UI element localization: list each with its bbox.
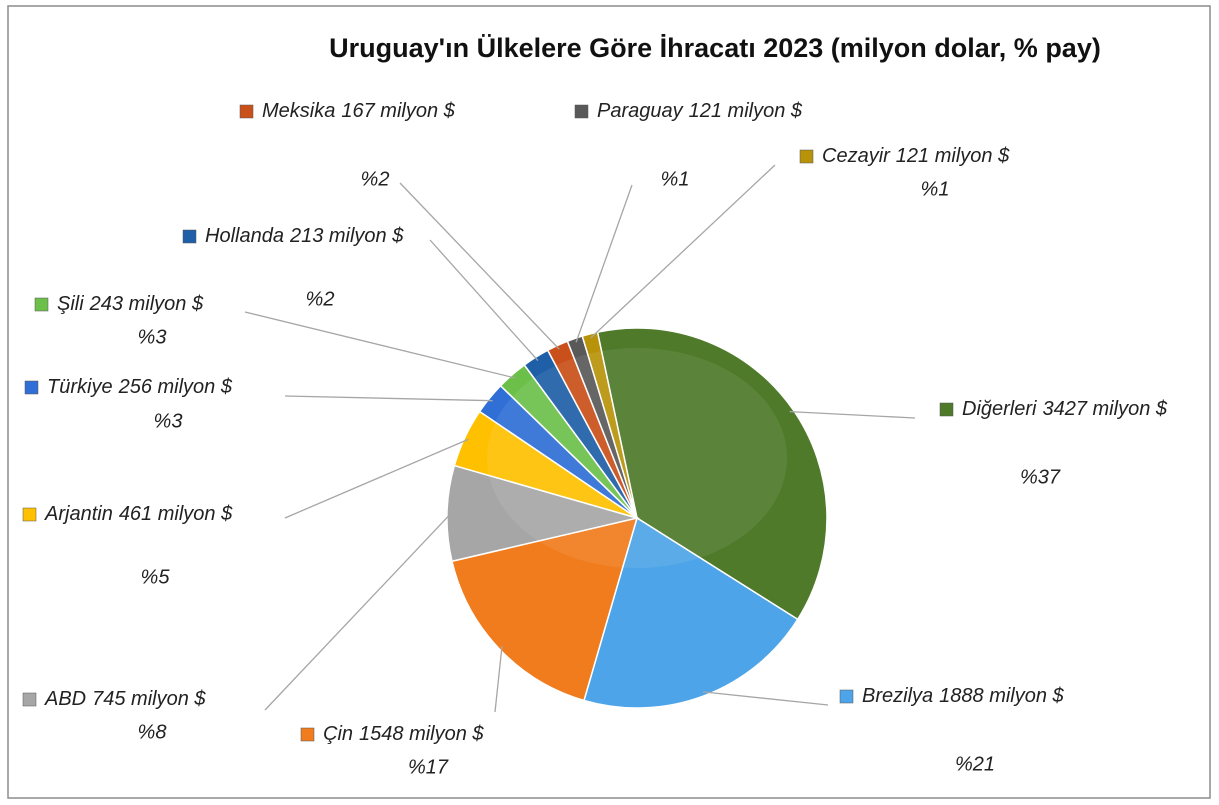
label-value: 1548 milyon $ bbox=[359, 723, 484, 745]
label-category: ABD bbox=[44, 688, 86, 710]
label-category: Türkiye bbox=[47, 376, 113, 398]
legend-key bbox=[22, 692, 37, 707]
label-value: 461 milyon $ bbox=[119, 503, 233, 525]
leader-line bbox=[575, 184, 633, 343]
leader-line bbox=[284, 395, 493, 402]
label-share: %21 bbox=[955, 753, 995, 775]
label-category: Diğerleri bbox=[962, 398, 1037, 420]
pie-gloss bbox=[487, 348, 787, 568]
data-label: Meksika 167 milyon $ bbox=[262, 100, 456, 122]
data-label: Paraguay 121 milyon $ bbox=[597, 100, 803, 122]
label-category: Paraguay bbox=[597, 100, 684, 122]
label-share: %17 bbox=[408, 756, 449, 778]
pie-slice bbox=[446, 464, 640, 563]
label-value: 1888 milyon $ bbox=[939, 685, 1064, 707]
label-category: Hollanda bbox=[205, 225, 284, 247]
legend-key bbox=[239, 104, 254, 119]
leader-line bbox=[702, 691, 829, 706]
leader-line bbox=[590, 164, 776, 339]
label-share: %3 bbox=[138, 326, 167, 348]
leader-line bbox=[494, 645, 503, 713]
label-value: 213 milyon $ bbox=[289, 225, 404, 247]
legend-key bbox=[574, 104, 589, 119]
data-label: Türkiye 256 milyon $ bbox=[47, 376, 233, 398]
legend-key bbox=[22, 507, 37, 522]
leader-line bbox=[399, 182, 560, 350]
data-label: Brezilya 1888 milyon $ bbox=[862, 685, 1065, 707]
label-category: Meksika bbox=[262, 100, 335, 122]
pie-slice bbox=[583, 516, 799, 709]
label-value: 745 milyon $ bbox=[92, 688, 206, 710]
data-label: ABD 745 milyon $ bbox=[44, 688, 206, 710]
label-share: %8 bbox=[138, 721, 167, 743]
legend-key bbox=[839, 689, 854, 704]
label-share: %2 bbox=[306, 288, 335, 310]
label-share: %3 bbox=[154, 410, 183, 432]
legend-key bbox=[182, 229, 197, 244]
label-category: Brezilya bbox=[862, 685, 933, 707]
label-value: 256 milyon $ bbox=[118, 376, 233, 398]
data-label: Arjantin 461 milyon $ bbox=[44, 503, 233, 525]
label-category: Şili bbox=[57, 293, 84, 315]
data-label: Hollanda 213 milyon $ bbox=[205, 225, 404, 247]
legend-key bbox=[24, 380, 39, 395]
data-label: Diğerleri 3427 milyon $ bbox=[962, 398, 1168, 420]
label-share: %5 bbox=[141, 566, 171, 588]
label-value: 3427 milyon $ bbox=[1042, 398, 1167, 420]
pie-slice bbox=[596, 327, 828, 621]
legend-key bbox=[939, 402, 954, 417]
legend-key bbox=[799, 149, 814, 164]
pie-slice bbox=[451, 516, 639, 702]
label-value: 121 milyon $ bbox=[689, 100, 803, 122]
label-category: Arjantin bbox=[44, 503, 113, 525]
label-share: %2 bbox=[361, 168, 390, 190]
leader-line bbox=[429, 239, 539, 362]
label-category: Cezayir bbox=[822, 145, 891, 167]
label-value: 243 milyon $ bbox=[89, 293, 204, 315]
leader-line bbox=[244, 311, 515, 379]
legend-key bbox=[300, 727, 315, 742]
label-share: %1 bbox=[661, 168, 690, 190]
label-share: %1 bbox=[921, 178, 950, 200]
leader-line bbox=[284, 438, 469, 519]
label-share: %37 bbox=[1020, 466, 1061, 488]
label-category: Çin bbox=[323, 723, 353, 745]
leader-line bbox=[264, 512, 452, 711]
data-label: Şili 243 milyon $ bbox=[57, 293, 204, 315]
chart-title: Uruguay'ın Ülkelere Göre İhracatı 2023 (… bbox=[329, 33, 1101, 63]
data-label: Cezayir 121 milyon $ bbox=[822, 145, 1010, 167]
leader-line bbox=[789, 410, 916, 419]
data-label: Çin 1548 milyon $ bbox=[323, 723, 484, 745]
legend-key bbox=[34, 297, 49, 312]
label-value: 167 milyon $ bbox=[341, 100, 455, 122]
label-value: 121 milyon $ bbox=[896, 145, 1010, 167]
